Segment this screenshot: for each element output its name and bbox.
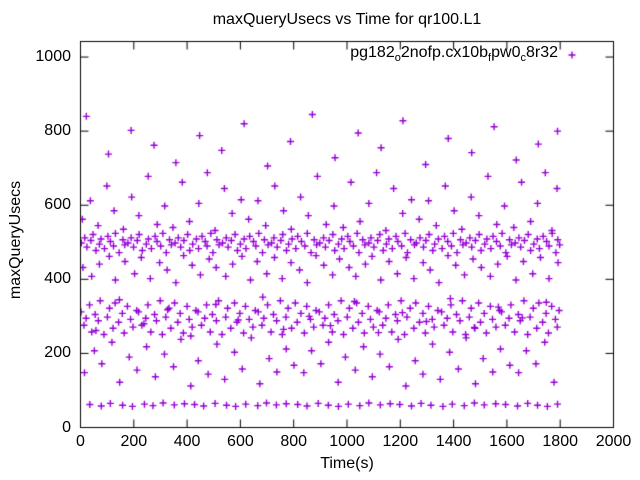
x-tick-label: 400 [173, 433, 201, 450]
x-tick-label: 1400 [435, 433, 472, 450]
y-tick-label: 200 [44, 344, 71, 362]
legend-series-label: pg182o2nofp.cx10bfpw0c8r32 [350, 44, 558, 65]
x-tick-label: 1000 [329, 433, 365, 450]
legend-label-subscript: f [488, 52, 492, 65]
x-tick-label: 1600 [489, 433, 525, 450]
x-tick-label: 200 [120, 433, 148, 450]
y-tick-label: 600 [44, 196, 71, 214]
x-tick-label: 1200 [382, 433, 419, 450]
y-tick-label: 1000 [35, 48, 71, 66]
y-tick-label: 0 [62, 418, 71, 436]
chart-title: maxQueryUsecs vs Time for qr100.L1 [212, 11, 482, 28]
x-tick-label: 800 [280, 433, 308, 450]
legend-label-subscript: o [394, 52, 401, 65]
x-tick-label: 0 [76, 433, 85, 450]
legend-label-subscript: c [520, 52, 526, 65]
x-tick-label: 600 [227, 433, 254, 450]
x-tick-label: 2000 [595, 433, 632, 450]
x-axis-label: Time(s) [320, 455, 374, 472]
y-tick-label: 400 [44, 270, 71, 288]
legend: pg182o2nofp.cx10bfpw0c8r32 [350, 44, 558, 64]
x-tick-label: 1800 [542, 433, 578, 450]
y-tick-label: 800 [44, 122, 71, 140]
